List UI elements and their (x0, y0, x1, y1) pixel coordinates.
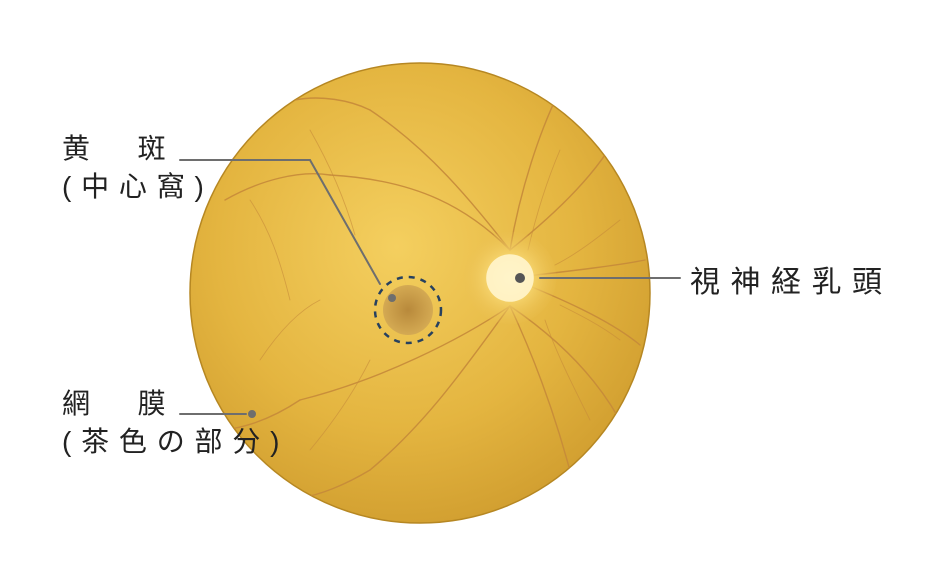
label-optic-disc: 視神経乳頭 (690, 263, 893, 304)
label-macula-line2: (中心窩) (62, 168, 214, 206)
label-optic-text: 視神経乳頭 (690, 266, 893, 299)
diagram-stage: 黄 斑 (中心窩) 網 膜 (茶色の部分) 視神経乳頭 (0, 0, 936, 586)
label-macula-line1: 黄 斑 (62, 130, 214, 168)
label-retina-line1: 網 膜 (62, 385, 289, 423)
label-retina: 網 膜 (茶色の部分) (62, 385, 289, 461)
label-macula: 黄 斑 (中心窩) (62, 130, 214, 206)
label-retina-line2: (茶色の部分) (62, 423, 289, 461)
